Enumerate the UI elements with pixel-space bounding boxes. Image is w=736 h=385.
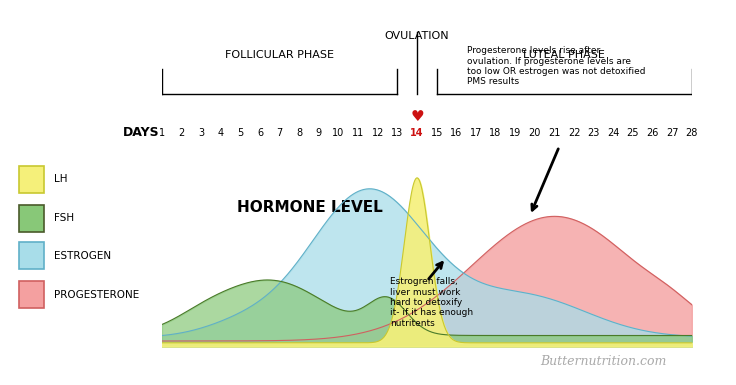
Text: 5: 5 bbox=[237, 128, 244, 138]
Text: ESTROGEN: ESTROGEN bbox=[54, 251, 112, 261]
Text: 9: 9 bbox=[316, 128, 322, 138]
Text: 2: 2 bbox=[178, 128, 185, 138]
Text: 8: 8 bbox=[297, 128, 302, 138]
Text: 18: 18 bbox=[489, 128, 502, 138]
Text: 25: 25 bbox=[627, 128, 639, 138]
Text: 26: 26 bbox=[646, 128, 659, 138]
Text: 13: 13 bbox=[392, 128, 403, 138]
Text: 23: 23 bbox=[587, 128, 600, 138]
Text: DAYS: DAYS bbox=[123, 126, 159, 139]
Text: 28: 28 bbox=[686, 128, 698, 138]
Text: Progesterone levels rise after
ovulation. If progesterone levels are
too low OR : Progesterone levels rise after ovulation… bbox=[467, 46, 646, 86]
Text: PROGESTERONE: PROGESTERONE bbox=[54, 290, 140, 300]
Text: 10: 10 bbox=[333, 128, 344, 138]
FancyBboxPatch shape bbox=[19, 205, 44, 232]
Text: ♥: ♥ bbox=[410, 109, 424, 124]
Text: 17: 17 bbox=[470, 128, 482, 138]
Text: 4: 4 bbox=[218, 128, 224, 138]
Text: 12: 12 bbox=[372, 128, 384, 138]
Text: 1: 1 bbox=[159, 128, 165, 138]
Text: LH: LH bbox=[54, 174, 68, 184]
FancyBboxPatch shape bbox=[19, 281, 44, 308]
Text: 20: 20 bbox=[528, 128, 541, 138]
Text: 21: 21 bbox=[548, 128, 561, 138]
Text: Estrogren falls,
liver must work
hard to detoxify
it- if it has enough
nutritent: Estrogren falls, liver must work hard to… bbox=[390, 277, 473, 328]
Text: FSH: FSH bbox=[54, 213, 74, 223]
Text: 19: 19 bbox=[509, 128, 521, 138]
FancyBboxPatch shape bbox=[19, 242, 44, 269]
Text: 14: 14 bbox=[410, 128, 424, 138]
Text: HORMONE LEVEL: HORMONE LEVEL bbox=[238, 201, 383, 215]
Text: FOLLICULAR PHASE: FOLLICULAR PHASE bbox=[225, 50, 334, 60]
Text: LUTEAL PHASE: LUTEAL PHASE bbox=[523, 50, 605, 60]
Text: 27: 27 bbox=[666, 128, 679, 138]
Text: 3: 3 bbox=[198, 128, 204, 138]
Text: 22: 22 bbox=[568, 128, 580, 138]
Text: 16: 16 bbox=[450, 128, 462, 138]
Text: 15: 15 bbox=[431, 128, 443, 138]
Text: 7: 7 bbox=[277, 128, 283, 138]
Text: 24: 24 bbox=[607, 128, 620, 138]
Text: 11: 11 bbox=[352, 128, 364, 138]
Text: Butternutrition.com: Butternutrition.com bbox=[540, 355, 667, 368]
Text: OVULATION: OVULATION bbox=[385, 31, 450, 41]
FancyBboxPatch shape bbox=[19, 166, 44, 193]
Text: 6: 6 bbox=[257, 128, 263, 138]
